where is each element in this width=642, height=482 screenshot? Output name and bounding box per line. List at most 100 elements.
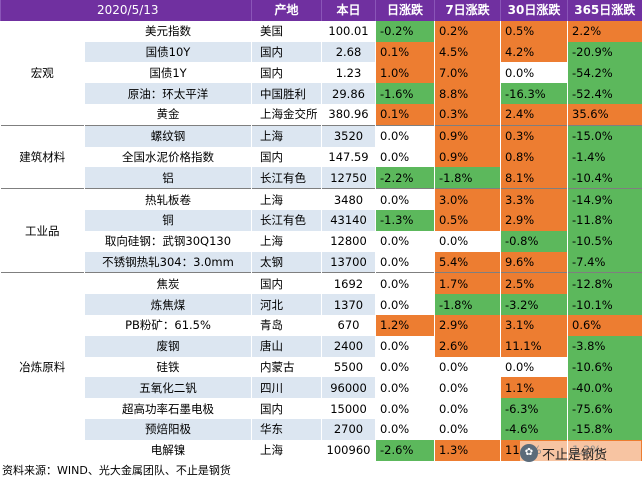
region-cell: 上海 bbox=[251, 230, 322, 252]
week-change: 7.0% bbox=[434, 62, 501, 84]
year-change: 2.2% bbox=[567, 20, 642, 42]
table-row: 硅铁 内蒙古 5500 0.0% 0.0% 0.0% -10.6% bbox=[1, 356, 642, 378]
year-change: -52.4% bbox=[567, 83, 642, 104]
current-value: 147.59 bbox=[321, 146, 376, 168]
day-change: 0.0% bbox=[375, 294, 435, 315]
current-value: 670 bbox=[321, 314, 376, 336]
current-value: 3520 bbox=[321, 124, 376, 147]
day-change: -1.3% bbox=[375, 209, 435, 231]
week-change: 0.0% bbox=[434, 377, 501, 399]
week-change: 0.0% bbox=[434, 356, 501, 378]
day-change: -1.6% bbox=[375, 83, 435, 104]
day-change: 0.0% bbox=[375, 188, 435, 210]
month-change: 11.1% bbox=[500, 335, 568, 357]
watermark: ✿ 不止是钢货 bbox=[520, 441, 641, 465]
year-change: -10.5% bbox=[567, 230, 642, 252]
current-value: 43140 bbox=[321, 209, 376, 231]
year-change: -11.8% bbox=[567, 209, 642, 231]
region-cell: 国内 bbox=[251, 272, 322, 295]
current-value: 100.01 bbox=[321, 20, 376, 42]
commodity-name: 焦炭 bbox=[84, 272, 252, 295]
year-change: -54.2% bbox=[567, 62, 642, 84]
day-change: 0.0% bbox=[375, 335, 435, 357]
category-label: 冶炼原料 bbox=[0, 272, 85, 461]
day-change: 1.0% bbox=[375, 62, 435, 84]
current-value: 1.23 bbox=[321, 62, 376, 84]
table-row: 废钢 唐山 2400 0.0% 2.6% 11.1% -3.8% bbox=[1, 335, 642, 357]
region-cell: 国内 bbox=[251, 41, 322, 63]
month-change: 2.4% bbox=[500, 103, 568, 126]
month-change: 8.1% bbox=[500, 167, 568, 189]
month-change: 3.1% bbox=[500, 314, 568, 336]
current-value: 1692 bbox=[321, 272, 376, 295]
year-change: -10.4% bbox=[567, 167, 642, 189]
month-change: 0.5% bbox=[500, 20, 568, 42]
day-change: 0.0% bbox=[375, 356, 435, 378]
week-change: 5.4% bbox=[434, 251, 501, 273]
current-value: 96000 bbox=[321, 377, 376, 399]
day-change: 0.0% bbox=[375, 418, 435, 440]
current-value: 2.68 bbox=[321, 41, 376, 63]
commodity-name: 国债1Y bbox=[84, 62, 252, 84]
current-value: 2400 bbox=[321, 335, 376, 357]
month-change: 0.3% bbox=[500, 124, 568, 147]
week-change: 3.0% bbox=[434, 188, 501, 210]
current-value: 1370 bbox=[321, 294, 376, 315]
day-change: 0.0% bbox=[375, 377, 435, 399]
commodity-name: 美元指数 bbox=[84, 20, 252, 42]
year-change: -12.8% bbox=[567, 272, 642, 295]
table-row: 五氧化二钒 四川 96000 0.0% 0.0% 1.1% -40.0% bbox=[1, 377, 642, 399]
price-table-container: 2020/5/13 产地 本日 日涨跌 7日涨跌 30日涨跌 365日涨跌 宏观… bbox=[0, 0, 642, 461]
month-change: 2.9% bbox=[500, 209, 568, 231]
current-value: 15000 bbox=[321, 398, 376, 419]
table-row: 炼焦煤 河北 1370 0.0% -1.8% -3.2% -10.1% bbox=[1, 294, 642, 315]
region-cell: 四川 bbox=[251, 377, 322, 399]
week-change: 1.7% bbox=[434, 272, 501, 295]
year-change: -15.8% bbox=[567, 418, 642, 440]
table-row: 取向硅钢：武钢30Q130 上海 12800 0.0% 0.0% -0.8% -10.5% bbox=[1, 230, 642, 252]
commodity-name: 黄金 bbox=[84, 103, 252, 126]
week-change: 0.9% bbox=[434, 146, 501, 168]
date-header: 2020/5/13 bbox=[0, 0, 252, 21]
commodity-name: 铜 bbox=[84, 209, 252, 231]
commodity-name: 硅铁 bbox=[84, 356, 252, 378]
week-change: 2.9% bbox=[434, 314, 501, 336]
commodity-name: 炼焦煤 bbox=[84, 294, 252, 315]
current-value: 13700 bbox=[321, 251, 376, 273]
table-row: 工业品 热轧板卷 上海 3480 0.0% 3.0% 3.3% -14.9% bbox=[0, 188, 642, 273]
region-cell: 唐山 bbox=[251, 335, 322, 357]
commodity-name: 超高功率石墨电极 bbox=[84, 398, 252, 419]
region-cell: 上海 bbox=[251, 124, 322, 147]
day-change: 1.2% bbox=[375, 314, 435, 336]
commodity-price-table: 2020/5/13 产地 本日 日涨跌 7日涨跌 30日涨跌 365日涨跌 宏观… bbox=[0, 0, 642, 461]
region-cell: 国内 bbox=[251, 62, 322, 84]
region-cell: 长江有色 bbox=[251, 167, 322, 189]
day-change: 0.0% bbox=[375, 124, 435, 147]
week-change: 0.3% bbox=[434, 103, 501, 126]
month-change-header: 30日涨跌 bbox=[500, 0, 568, 21]
current-value: 12750 bbox=[321, 167, 376, 189]
table-row: 宏观 美元指数 美国 100.01 -0.2% 0.2% 0.5% 2.2% bbox=[0, 20, 642, 126]
commodity-name: 螺纹钢 bbox=[84, 124, 252, 147]
month-change: -3.2% bbox=[500, 294, 568, 315]
commodity-name: 预焙阳极 bbox=[84, 418, 252, 440]
week-change: 1.3% bbox=[434, 439, 501, 461]
current-value: 3480 bbox=[321, 188, 376, 210]
year-change: -40.0% bbox=[567, 377, 642, 399]
table-row: 建筑材料 螺纹钢 上海 3520 0.0% 0.9% 0.3% -15.0% bbox=[0, 124, 642, 189]
table-row: PB粉矿：61.5% 青岛 670 1.2% 2.9% 3.1% 0.6% bbox=[1, 314, 642, 336]
year-change: -7.4% bbox=[567, 251, 642, 273]
month-change: 2.5% bbox=[500, 272, 568, 295]
region-cell: 上海 bbox=[251, 439, 322, 461]
commodity-name: 不锈钢热轧304：3.0mm bbox=[84, 251, 252, 273]
month-change: 0.0% bbox=[500, 62, 568, 84]
year-change-header: 365日涨跌 bbox=[567, 0, 642, 21]
week-change: 0.9% bbox=[434, 124, 501, 147]
week-change: 0.2% bbox=[434, 20, 501, 42]
region-cell: 上海 bbox=[251, 188, 322, 210]
table-row: 不锈钢热轧304：3.0mm 太钢 13700 0.0% 5.4% 9.6% -7.4% bbox=[1, 251, 642, 273]
week-change: -1.8% bbox=[434, 294, 501, 315]
region-cell: 美国 bbox=[251, 20, 322, 42]
table-row: 超高功率石墨电极 国内 15000 0.0% 0.0% -6.3% -75.6% bbox=[1, 398, 642, 419]
day-change: 0.1% bbox=[375, 103, 435, 126]
